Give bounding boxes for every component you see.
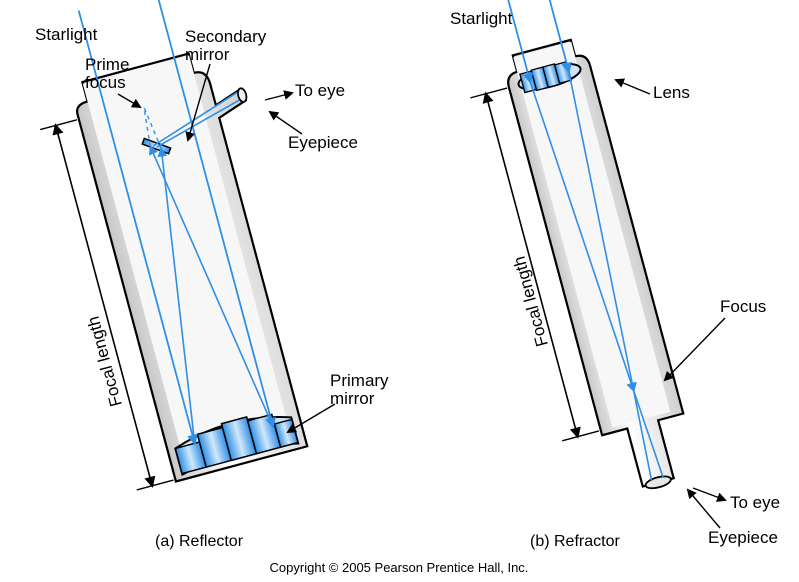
label-eyepiece-b: Eyepiece [708, 528, 778, 547]
label-to-eye-a: To eye [295, 81, 345, 100]
label-primary-l2: mirror [330, 389, 375, 408]
label-lens: Lens [653, 83, 690, 102]
refractor-group [482, 0, 700, 498]
caption-b: (b) Refractor [530, 533, 620, 550]
label-to-eye-b: To eye [730, 493, 780, 512]
label-secondary-l2: mirror [185, 45, 230, 64]
copyright: Copyright © 2005 Pearson Prentice Hall, … [270, 560, 529, 575]
label-secondary-l1: Secondary [185, 27, 267, 46]
label-prime-focus-l1: Prime [85, 55, 129, 74]
label-focus: Focus [720, 297, 766, 316]
label-eyepiece-a: Eyepiece [288, 133, 358, 152]
label-primary-l1: Primary [330, 371, 389, 390]
caption-a: (a) Reflector [155, 533, 244, 550]
telescope-diagram: Starlight Prime focus Secondary mirror T… [0, 0, 799, 582]
label-prime-focus-l2: focus [85, 73, 126, 92]
label-focal-b: Focal length [510, 254, 552, 348]
label-starlight-b: Starlight [450, 9, 513, 28]
label-starlight-a: Starlight [35, 25, 98, 44]
